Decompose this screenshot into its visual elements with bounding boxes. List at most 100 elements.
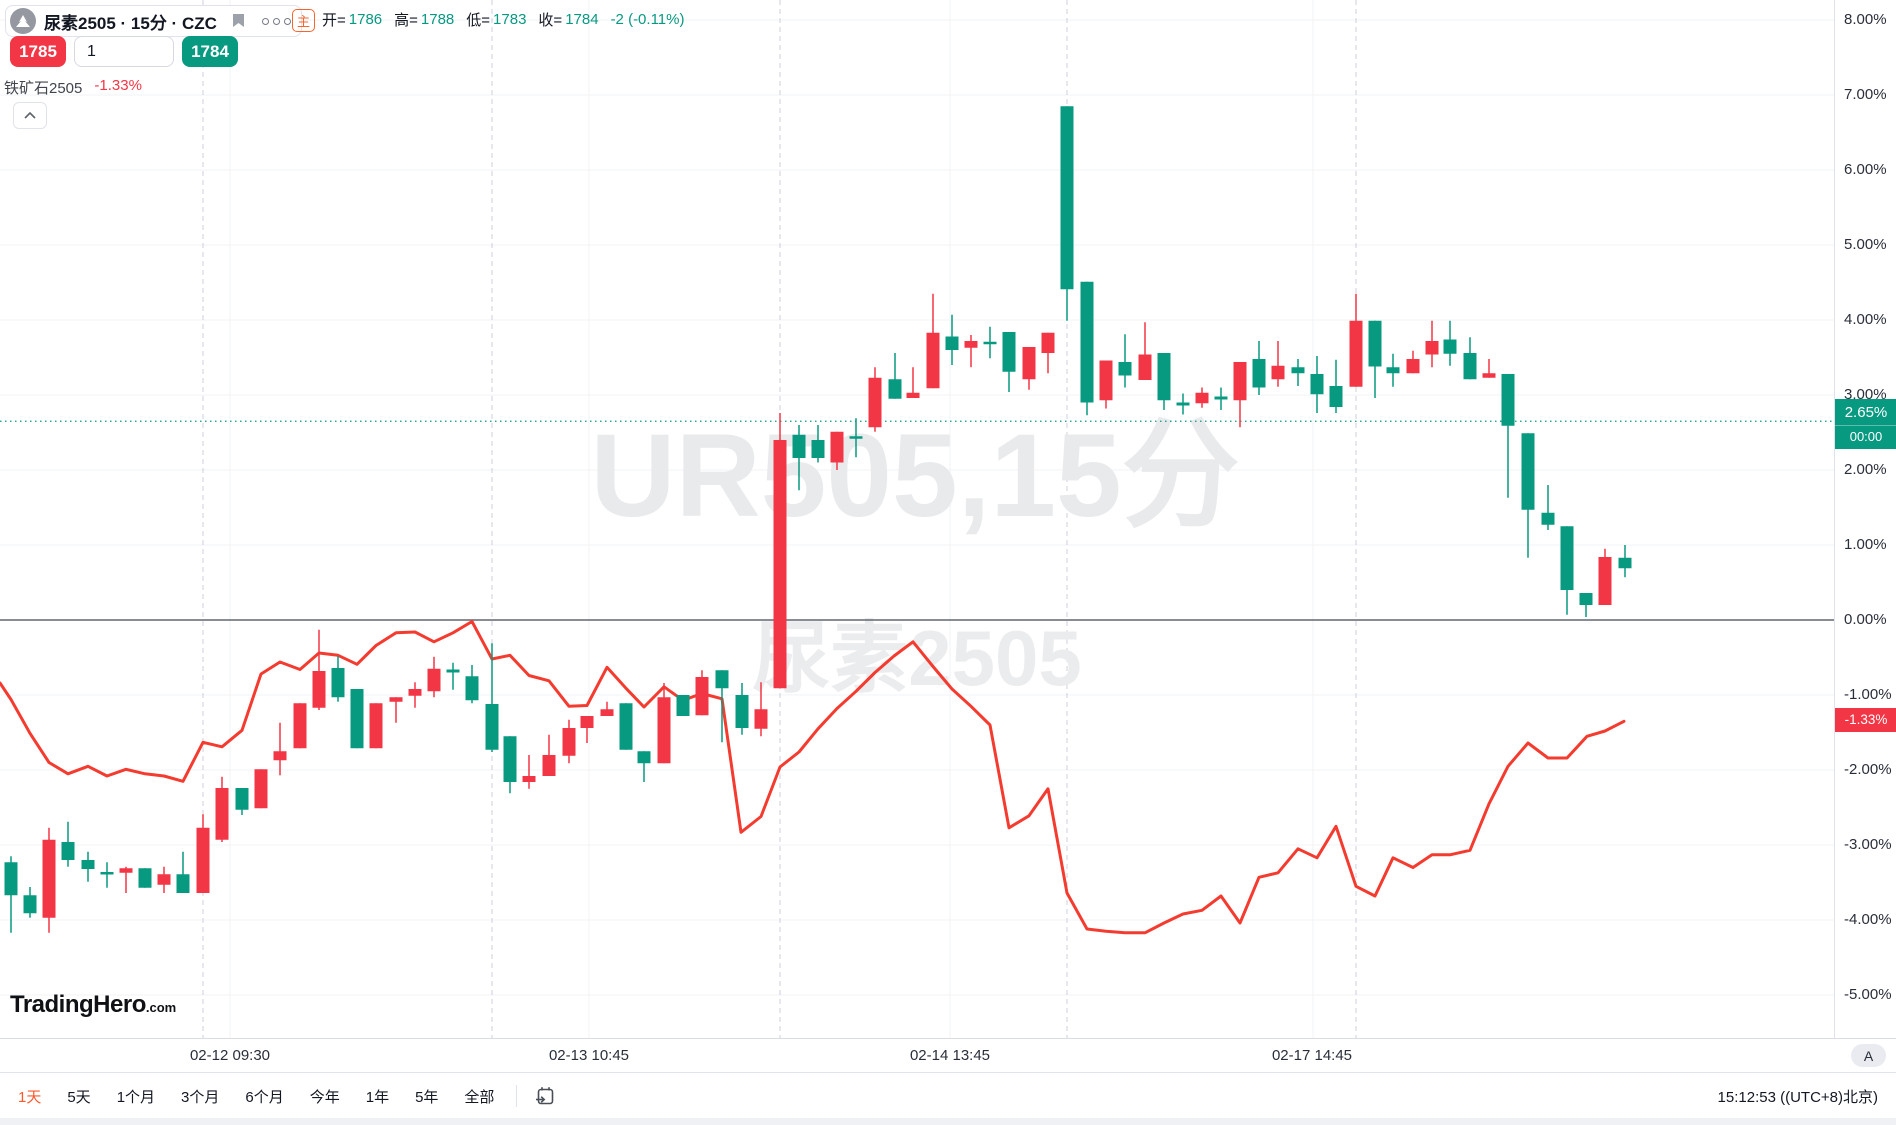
avatar[interactable] [10,8,36,34]
ohlc-value: 1788 [420,11,455,28]
last-price-tag: 2.65% 00:00 [1835,399,1896,450]
range-button-5年[interactable]: 5年 [415,1088,439,1106]
watermark-symbol: UR505,15分 [590,410,1239,542]
candle-body [580,716,594,728]
clock[interactable]: 15:12:53 ((UTC+8)北京) [1717,1088,1878,1106]
candle-body [1060,106,1074,290]
range-button-1天[interactable]: 1天 [18,1088,42,1106]
time-axis-label: 02-17 14:45 [1271,1047,1353,1064]
ohlc-value: 1784 [565,11,599,28]
range-button-全部[interactable]: 全部 [464,1088,495,1106]
time-axis-label: 02-12 09:30 [189,1047,271,1064]
candle-body [1329,386,1343,407]
compare-series-row[interactable]: 铁矿石2505 -1.33% [4,77,142,98]
candle-body [695,677,709,716]
sell-price-button[interactable]: 1785 [10,36,66,67]
price-axis-tick: -4.00% [1844,911,1892,928]
candle-body [1233,362,1247,401]
candle-body [562,728,576,756]
candle-body [1080,281,1094,403]
time-axis[interactable]: 02-12 09:30 02-13 10:45 02-14 13:45 02-17 1… [0,1038,1896,1073]
candle-body [868,377,882,428]
main-contract-badge[interactable]: 主 [292,9,315,32]
candle-body [1041,332,1055,353]
ohlc-value: 1783 [493,11,527,28]
price-axis-tick: -2.00% [1844,761,1892,778]
ohlc-label: 开= [322,12,346,29]
candle-body [465,676,479,701]
range-button-1年[interactable]: 1年 [365,1088,390,1106]
candle-body [100,872,114,875]
candle-body [676,695,690,716]
candle-body [715,670,729,689]
candle-body [1022,347,1036,380]
candle-body [42,839,56,918]
candle-body [1406,359,1420,374]
price-axis-tick: 5.00% [1844,236,1887,253]
candle-body [408,689,422,696]
candle-body [1138,354,1152,380]
candle-body [1195,392,1209,404]
range-selector: 1天 5天 1个月 3个月 6个月 今年 1年 5年 全部 [0,1086,494,1107]
range-button-5天[interactable]: 5天 [67,1088,91,1106]
candle-body [369,703,383,749]
candle-body [1386,367,1400,374]
range-button-6个月[interactable]: 6个月 [245,1088,284,1106]
candle-body [849,436,863,439]
candle-body [1618,557,1632,569]
footer-strip [0,1118,1896,1125]
range-button-1个月[interactable]: 1个月 [116,1088,156,1106]
candle-body [1002,332,1016,372]
ohlc-value: 1786 [348,11,383,28]
symbol-title: 尿素2505 · 15分 · CZC [44,13,217,33]
candle-body [1252,359,1266,388]
candle-body [1099,360,1113,401]
buy-price-button[interactable]: 1784 [182,36,238,67]
go-to-date-icon[interactable] [535,1086,556,1107]
candle-body [196,827,210,893]
candle-body [273,751,287,761]
ohlc-label: 低= [466,12,491,29]
collapse-panel-button[interactable] [13,102,47,129]
ohlc-label: 高= [394,12,418,29]
candle-body [23,895,37,914]
range-button-今年[interactable]: 今年 [309,1088,340,1106]
time-axis-label: 02-13 10:45 [548,1047,630,1064]
price-axis-tick: 3.00% [1844,386,1887,403]
candle-body [1349,320,1363,387]
candle-body [1541,512,1555,525]
candle-body [1579,593,1593,605]
more-options-icon[interactable] [261,17,291,25]
range-button-3个月[interactable]: 3个月 [181,1088,220,1106]
candle-body [600,709,614,716]
candle-body [637,751,651,764]
tradinghero-logo: TradingHero .com [10,991,176,1019]
symbol-header[interactable]: 尿素2505 · 15分 · CZC [5,5,302,37]
candle-body [1214,396,1228,400]
candle-body [1463,353,1477,380]
candle-body [235,788,249,810]
candle-body [1310,374,1324,395]
chevron-up-icon [24,112,36,119]
ohlc-label: 收= [538,12,563,29]
compare-series-name: 铁矿石2505 [4,80,83,97]
candle-body [983,341,997,345]
candle-body [1443,339,1457,354]
candle-body [830,431,844,463]
candle-body [1598,557,1612,605]
candle-body [81,860,95,869]
candle-body [331,668,345,698]
candle-body [1176,402,1190,406]
ohlc-legend: 开= 1786 高= 1788 低= 1783 收= 1784 -2 (-0.11%) [322,9,684,30]
candle-body [792,434,806,458]
flag-icon[interactable] [231,13,246,29]
price-axis-tick: 6.00% [1844,161,1887,178]
quantity-input[interactable] [74,36,174,67]
price-axis[interactable]: 8.00% 7.00% 6.00% 5.00% 4.00% 3.00% 2.00% 1.00%… [1834,0,1896,1038]
auto-scale-badge[interactable]: A [1851,1044,1886,1067]
candle-body [754,709,768,729]
candle-body [906,392,920,398]
candle-body [1271,365,1285,380]
